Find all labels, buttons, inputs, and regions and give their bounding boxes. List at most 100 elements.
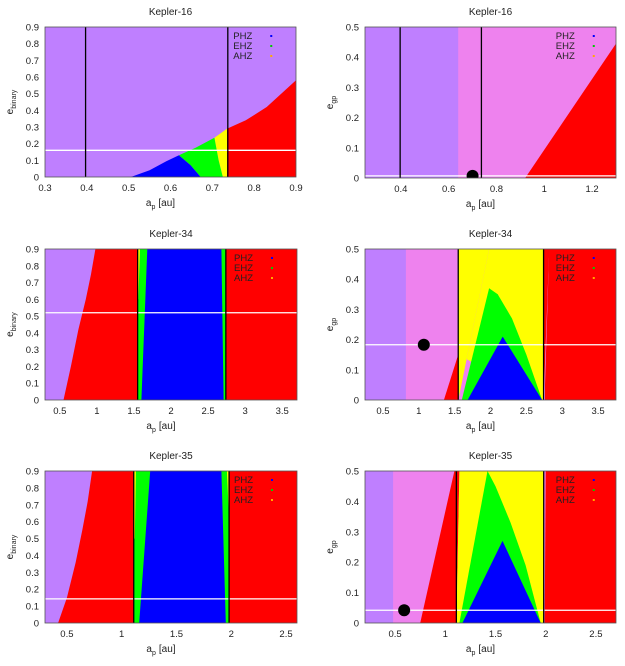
y-axis-label-sub: binary [11,89,18,109]
y-tick-label: 0.1 [26,379,39,390]
y-axis-label-sub: binary [11,312,18,332]
y-tick-label: 0.9 [26,23,39,34]
y-tick-label: 0 [34,173,39,184]
x-axis-label-unit: [au] [158,198,175,209]
x-tick-label: 2 [488,406,493,417]
region-PHZ [141,249,224,400]
legend-marker-phz [271,257,273,259]
region-unstable-inner [420,471,460,623]
legend-label-ehz: EHZ [556,41,575,52]
panel-title: Kepler-16 [149,7,193,18]
x-tick-label: 2.5 [201,406,214,417]
panel-kepler35-egp: Kepler-35 0.5 1 1.5 2 2.5 0 0.1 0.2 0.3 0.4 0.5 ap [a… [325,451,617,657]
legend-marker-phz [270,35,273,37]
legend-marker-ahz [271,499,273,501]
y-tick-label: 0.3 [26,345,39,356]
y-tick-label: 0.7 [26,278,39,289]
x-tick-label: 3 [242,406,247,417]
region-unstable [525,43,616,178]
x-tick-label: 1 [94,406,99,417]
legend-label-phz: PHZ [234,475,253,486]
x-tick-label: 0.4 [80,183,93,194]
x-tick-label: 0.5 [122,183,135,194]
region-unstable [227,80,296,177]
x-axis-label-sub: p [151,204,155,211]
y-tick-label: 0.5 [26,89,39,100]
y-tick-label: 0.6 [26,295,39,306]
legend-label-phz: PHZ [556,253,575,264]
x-axis-label-main: a [466,199,472,210]
legend-label-ehz: EHZ [233,41,252,52]
y-tick-label: 0 [34,619,39,630]
legend-label-phz: PHZ [233,31,252,42]
panel-title: Kepler-35 [149,451,193,462]
y-tick-label: 0.4 [346,497,359,508]
y-tick-label: 0.3 [26,123,39,134]
y-tick-label: 0.2 [26,139,39,150]
y-tick-label: 0.7 [26,56,39,67]
y-tick-label: 0.5 [346,23,359,34]
x-tick-label: 1 [119,629,124,640]
y-tick-label: 0.2 [26,362,39,373]
x-axis-label: ap [au] [146,198,175,211]
region-EHZ [178,137,223,177]
panel-kepler16-egp: Kepler-16 0.4 0.6 0.8 1 1.2 0 0.1 0.2 0.3 0.4 0.5 ap… [325,7,617,212]
y-tick-label: 0.2 [346,335,359,346]
x-axis-label-unit: [au] [478,644,495,655]
legend-label-ehz: EHZ [556,485,575,496]
legend-label-ehz: EHZ [234,485,253,496]
y-axis-label: egp [325,96,338,109]
x-axis-label: ap [au] [466,421,495,434]
legend-label-ahz: AHZ [234,273,253,284]
plot-frame [44,248,298,401]
y-tick-label: 0 [354,174,359,185]
y-tick-label: 0.2 [346,558,359,569]
y-tick-label: 0.4 [26,106,39,117]
y-tick-label: 0.1 [26,602,39,613]
x-axis-label-main: a [466,644,472,655]
y-tick-label: 0.4 [26,551,39,562]
x-tick-label: 0.9 [289,183,302,194]
x-tick-label: 1.5 [170,629,183,640]
x-axis-label: ap [au] [466,644,495,657]
y-tick-label: 0.1 [346,365,359,376]
panel-title: Kepler-35 [469,451,513,462]
plot-frame [364,248,617,401]
legend-label-ahz: AHZ [556,273,575,284]
legend-label-ehz: EHZ [234,263,253,274]
y-axis-label-main: e [5,108,16,114]
y-axis-label-main: e [325,325,336,331]
y-axis-label-main: e [5,553,16,559]
legend-label-ahz: AHZ [556,51,575,62]
region-unstable-inner [443,354,459,400]
x-axis-label-unit: [au] [159,421,176,432]
y-tick-label: 0.8 [26,483,39,494]
y-axis-label-sub: gp [331,96,338,104]
x-tick-label: 1.5 [489,629,502,640]
x-tick-label: 0.8 [490,184,503,195]
region-PHZ [130,155,201,177]
region-PHZ [462,540,541,623]
legend-marker-ehz [271,267,273,269]
y-axis-label: egp [325,318,338,331]
legend-marker-phz [592,257,595,259]
legend-label-ehz: EHZ [556,263,575,274]
legend-label-ahz: AHZ [234,495,253,506]
x-axis-label-main: a [146,421,152,432]
x-tick-label: 3.5 [276,406,289,417]
plot-frame [44,470,298,624]
y-tick-label: 0.5 [346,467,359,478]
x-tick-label: 1 [416,406,421,417]
y-tick-label: 0.8 [26,261,39,272]
legend-marker-ehz [271,489,273,491]
legend-marker-ehz [592,489,595,491]
y-tick-label: 0.1 [26,156,39,167]
x-axis-label: ap [au] [146,421,175,434]
y-tick-label: 0 [34,396,39,407]
y-axis-label: ebinary [5,89,18,114]
y-tick-label: 0.2 [26,585,39,596]
planet-marker [398,604,411,617]
legend-marker-ehz [592,45,595,47]
region-PHZ [139,471,226,623]
legend-marker-ahz [592,277,595,279]
